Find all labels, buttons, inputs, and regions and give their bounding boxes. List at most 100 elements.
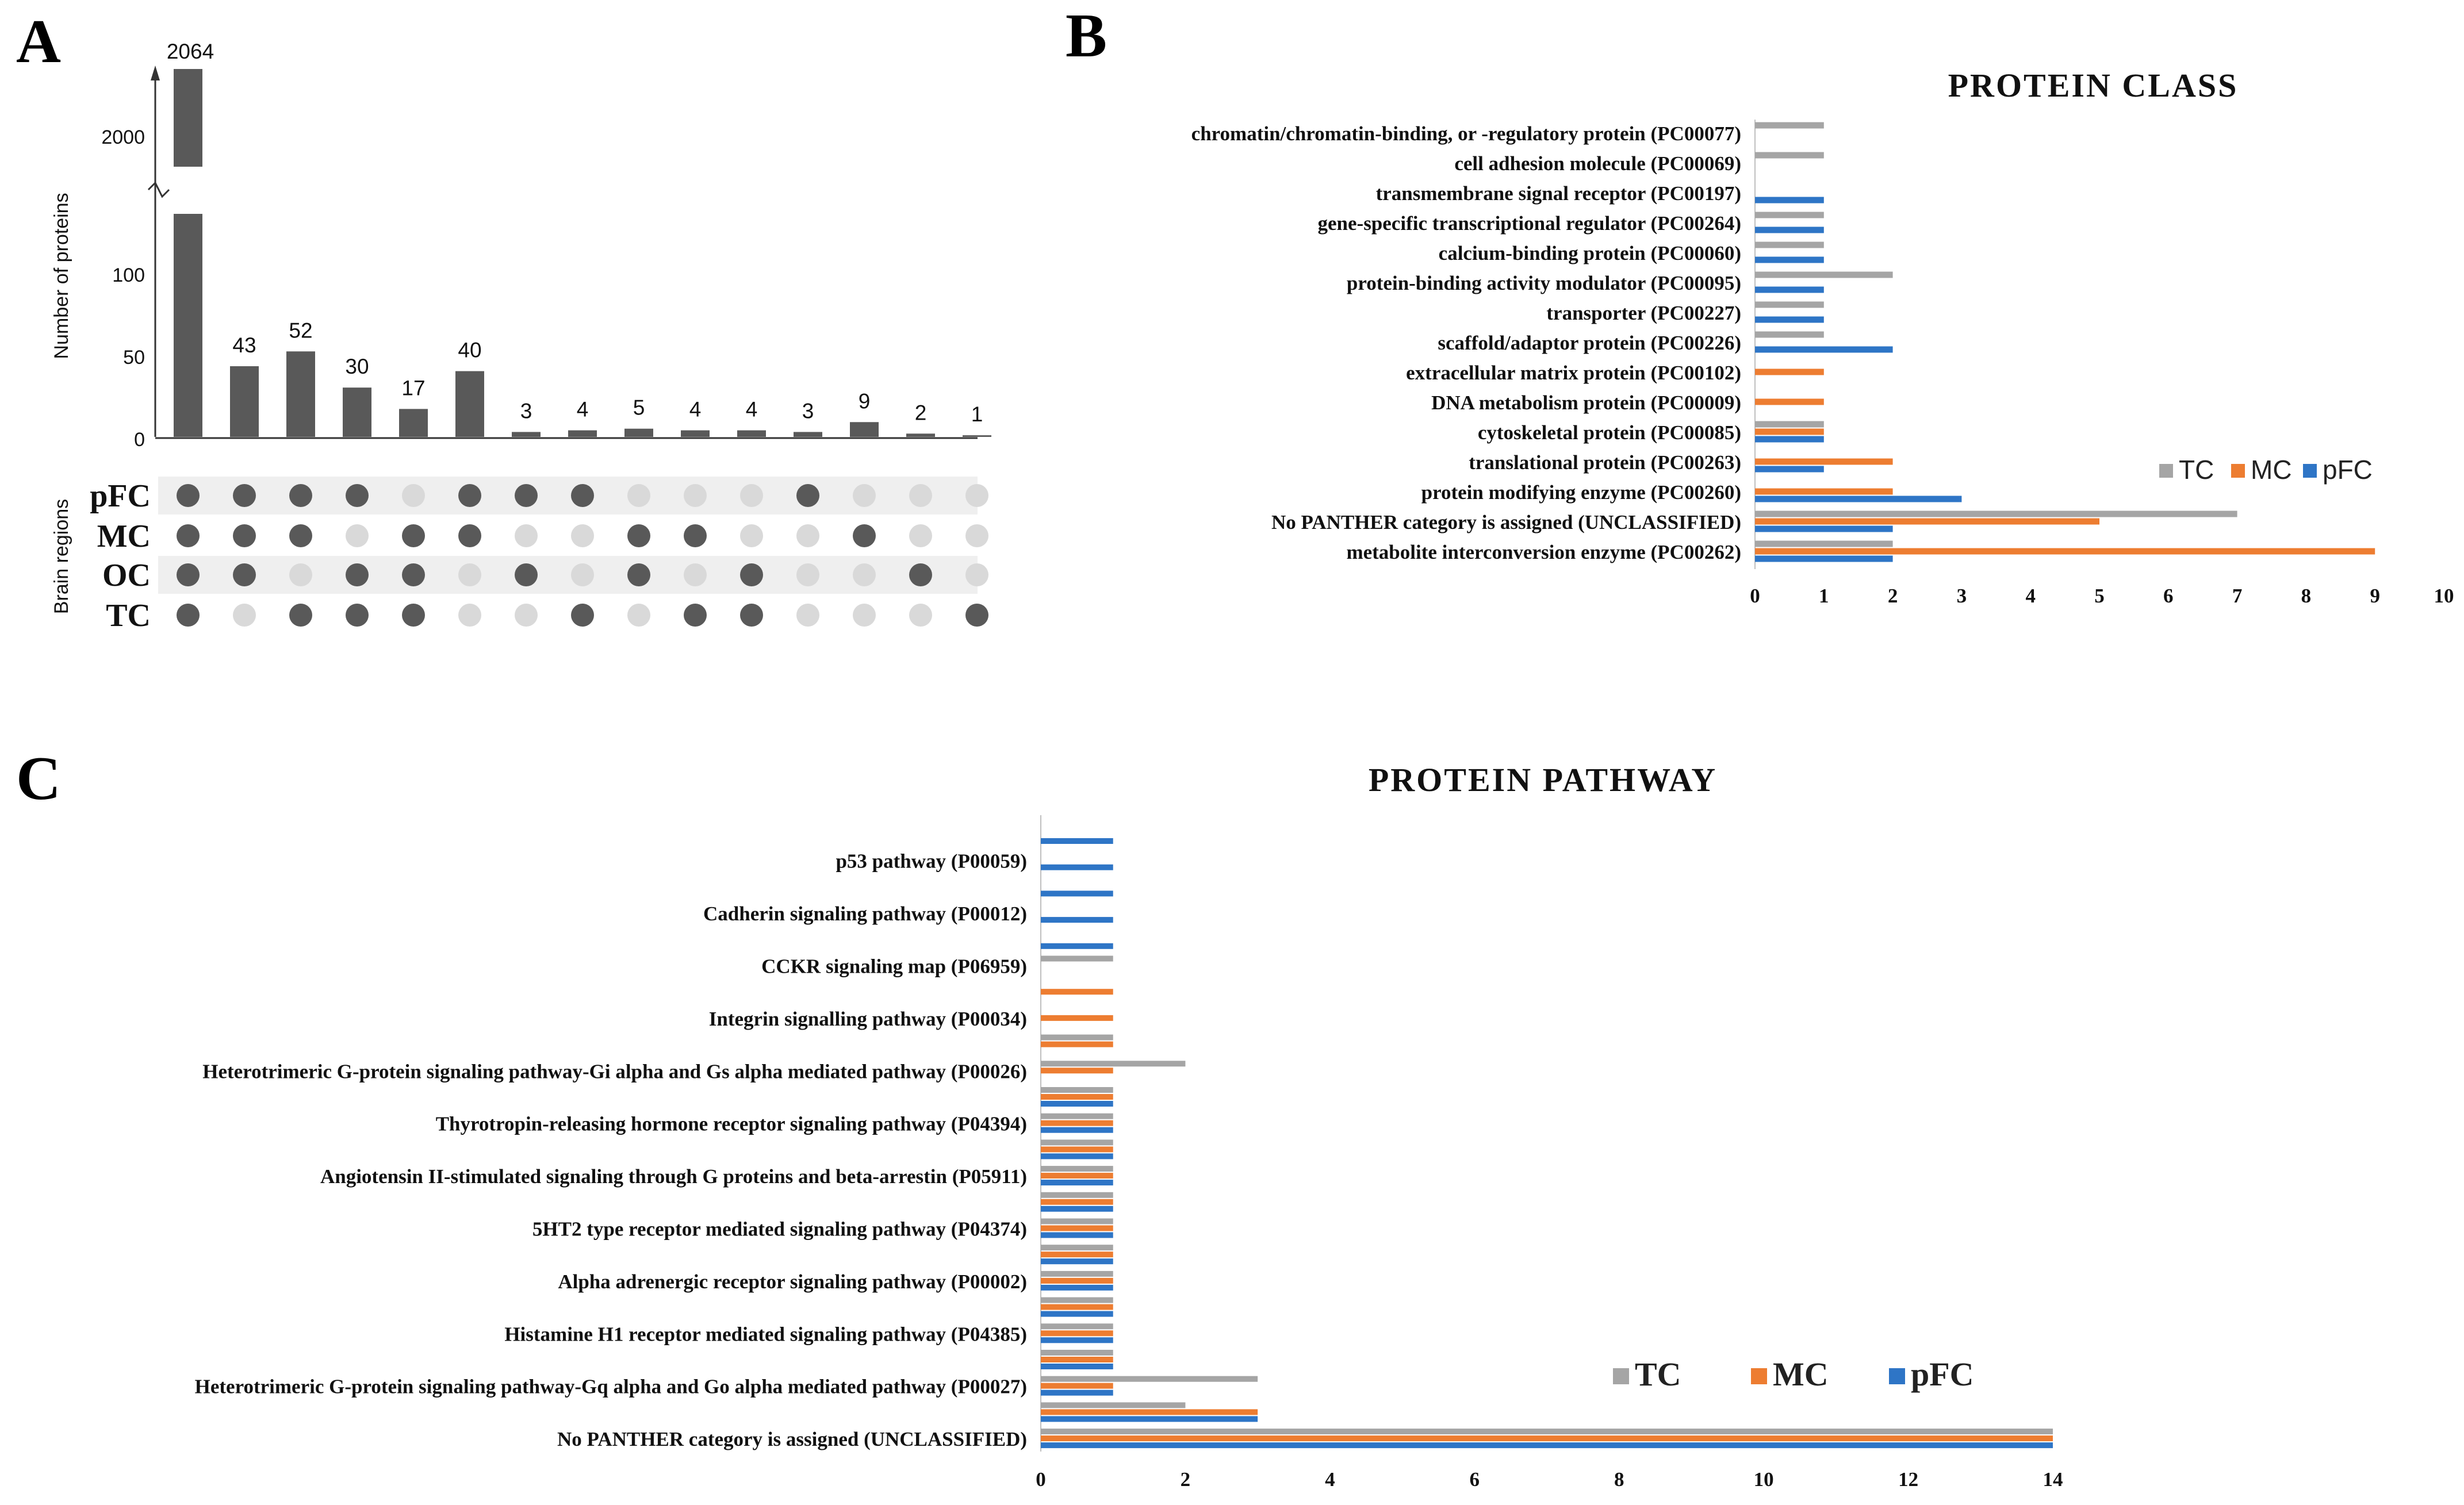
category-label: Alpha adrenergic receptor signaling path… [558,1270,1027,1293]
legend-label-tc: TC [2179,455,2214,485]
category-label: CCKR signaling map (P06959) [761,955,1027,978]
category-label: Heterotrimeric G-protein signaling pathw… [195,1376,1027,1398]
bar-mc [1041,1409,1258,1415]
bar-tc [1755,122,1824,129]
bar-pfc [1755,346,1893,353]
bar-tc [1041,1429,2053,1435]
membership-dot [289,484,312,507]
upset-bar [512,432,541,437]
bar-mc [1041,1225,1113,1231]
category-label: transmembrane signal receptor (PC00197) [1376,182,1741,205]
legend-label-mc: MC [2251,455,2292,485]
membership-dot [515,484,538,507]
upset-bar [737,430,766,437]
membership-dot [289,524,312,547]
bar-pfc [1041,1258,1113,1265]
bar-pfc [1041,1364,1113,1369]
bar-mc [1041,1094,1113,1100]
membership-dot [796,524,819,547]
bar-tc [1755,421,1824,428]
membership-dot [627,484,650,507]
legend-swatch-pfc [2303,464,2317,478]
axis-break-mark [147,181,170,198]
bar-pfc [1041,1416,1258,1422]
legend-swatch-tc [2159,464,2173,478]
protein-class-plot: chromatin/chromatin-binding, or -regulat… [1191,120,2454,607]
membership-dot [233,524,256,547]
upset-bar [624,428,653,437]
membership-dot [233,484,256,507]
membership-dot [796,563,819,586]
protein-class-chart: PROTEIN CLASS chromatin/chromatin-bindin… [1191,67,2454,607]
bar-tc [1041,1218,1113,1224]
upset-y-axis-label: Number of proteins [51,193,72,359]
upset-value-label: 2 [915,401,927,424]
bar-mc [1755,428,1824,435]
category-label: p53 pathway (P00059) [836,850,1027,873]
upset-matrix: pFC MC OC TC [90,477,988,634]
membership-dot [458,484,481,507]
membership-dot [346,484,369,507]
upset-bar [681,430,710,437]
bar-pfc [1041,1389,1113,1396]
bar-pfc [1041,1442,2053,1449]
membership-dot [853,524,876,547]
membership-dot [740,604,763,627]
bar-pfc [1041,917,1113,923]
bar-pfc [1041,890,1113,897]
upset-value-label: 52 [289,318,312,342]
membership-dot [346,524,369,547]
upset-y-tick-100: 100 [112,264,145,286]
bar-mc [1755,458,1893,465]
category-label: Thyrotropin-releasing hormone receptor s… [436,1113,1027,1135]
bar-pfc [1041,1127,1113,1133]
bar-mc [1755,518,2099,525]
upset-bar [174,69,202,167]
category-label: 5HT2 type receptor mediated signaling pa… [532,1218,1027,1241]
panel-label-c: C [16,744,61,813]
x-tick-label: 3 [1957,585,1967,607]
membership-dot [571,524,594,547]
membership-dot [965,604,988,627]
bar-pfc [1755,316,1824,323]
bar-pfc [1755,256,1824,263]
bar-pfc [1755,525,1893,532]
bar-pfc [1755,286,1824,293]
membership-dot [909,604,932,627]
membership-dot [458,524,481,547]
bar-mc [1041,1015,1113,1021]
category-label: No PANTHER category is assigned (UNCLASS… [1271,511,1741,533]
membership-dot [458,563,481,586]
bar-pfc [1041,1101,1113,1107]
membership-dot [571,604,594,627]
upset-bar [343,387,371,437]
upset-value-label: 2064 [167,40,214,63]
bar-tc [1755,152,1824,159]
membership-dot [684,524,707,547]
bar-mc [1041,1330,1113,1337]
x-tick-label: 8 [1614,1468,1624,1491]
upset-bar [455,371,484,437]
category-label: transporter (PC00227) [1546,302,1741,324]
x-tick-label: 2 [1888,585,1898,607]
bar-tc [1041,1270,1113,1277]
bar-pfc [1041,1153,1113,1160]
membership-dot [346,563,369,586]
bar-tc [1041,955,1113,962]
bar-mc [1041,1120,1113,1126]
upset-y-axis-arrow [151,66,160,80]
category-label: scaffold/adaptor protein (PC00226) [1438,332,1741,354]
upset-y-tick-50: 50 [123,347,145,368]
category-label: protein modifying enzyme (PC00260) [1421,481,1741,504]
bar-tc [1041,1166,1113,1172]
membership-dot [289,563,312,586]
bar-pfc [1755,197,1824,204]
x-tick-label: 2 [1181,1468,1191,1491]
bar-pfc [1041,864,1113,870]
membership-dot [740,484,763,507]
bar-pfc [1041,1180,1113,1186]
bar-tc [1041,1376,1258,1382]
membership-dot [853,604,876,627]
